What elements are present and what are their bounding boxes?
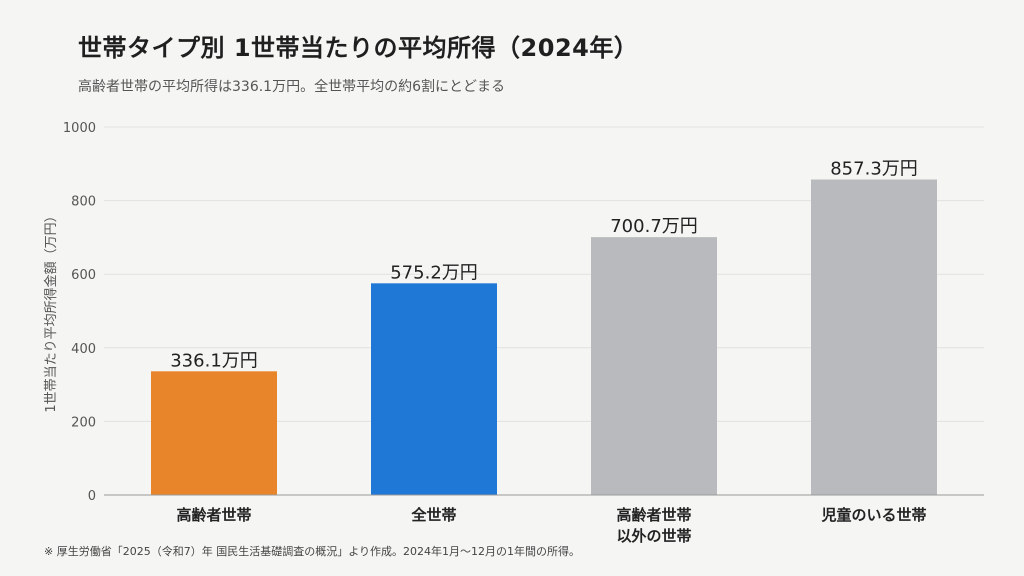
x-tick-label: 高齢者世帯 — [616, 506, 691, 524]
data-label: 336.1万円 — [170, 350, 258, 371]
bar — [591, 237, 717, 495]
x-tick-label: 高齢者世帯 — [176, 506, 251, 524]
y-tick-label: 200 — [71, 415, 96, 430]
y-axis-title: 1世帯当たり平均所得金額（万円） — [43, 209, 59, 412]
data-label: 700.7万円 — [610, 216, 698, 237]
data-label: 575.2万円 — [390, 262, 478, 283]
bar — [371, 283, 497, 495]
y-tick-label: 0 — [88, 489, 96, 504]
data-label: 857.3万円 — [830, 159, 918, 180]
x-tick-label: 以外の世帯 — [616, 527, 691, 545]
y-tick-label: 400 — [71, 342, 96, 357]
y-tick-label: 1000 — [63, 121, 96, 136]
y-tick-label: 800 — [71, 195, 96, 210]
source-footnote: ※ 厚生労働省「2025（令和7）年 国民生活基礎調査の概況」より作成。2024… — [44, 545, 580, 558]
x-tick-label: 児童のいる世帯 — [820, 506, 926, 524]
bar — [811, 179, 937, 495]
bar — [151, 371, 277, 495]
chart-title: 世帯タイプ別 1世帯当たりの平均所得（2024年） — [78, 34, 639, 62]
chart-subtitle: 高齢者世帯の平均所得は336.1万円。全世帯平均の約6割にとどまる — [78, 79, 505, 95]
y-tick-label: 600 — [71, 268, 96, 283]
x-tick-label: 全世帯 — [410, 506, 456, 524]
